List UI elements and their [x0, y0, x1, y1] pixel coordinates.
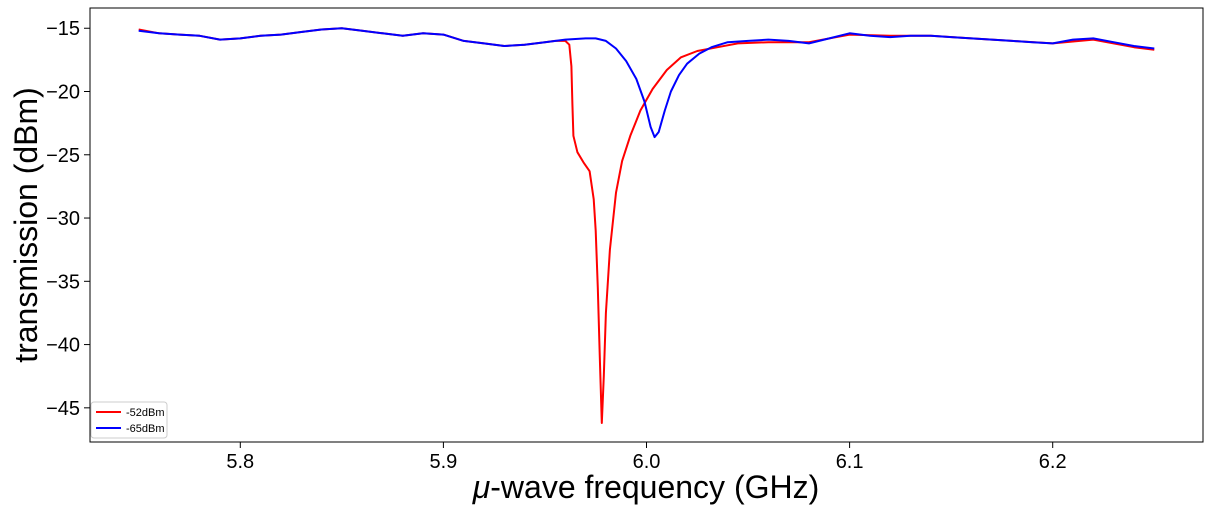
y-axis: −15 −20 −25 −30 −35 −40 −45 [46, 18, 90, 420]
x-axis-label-text: -wave frequency (GHz) [490, 469, 819, 505]
y-tick-label: −40 [46, 335, 80, 357]
x-tick-label: 6.2 [1039, 451, 1067, 473]
x-axis-label: μ-wave frequency (GHz) [472, 469, 820, 505]
y-tick-label: −20 [46, 82, 80, 104]
y-tick-label: −35 [46, 271, 80, 293]
y-tick-label: −15 [46, 18, 80, 40]
x-tick-label: 5.8 [226, 451, 254, 473]
y-axis-label: transmission (dBm) [8, 87, 44, 363]
y-tick-label: −45 [46, 398, 80, 420]
legend-label-65dbm: -65dBm [126, 423, 165, 435]
x-axis-label-mu: μ [472, 469, 491, 505]
plot-area [90, 8, 1203, 442]
y-tick-label: −30 [46, 208, 80, 230]
x-tick-label: 6.0 [633, 451, 661, 473]
x-axis: 5.8 5.9 6.0 6.1 6.2 [226, 442, 1067, 473]
x-tick-label: 5.9 [429, 451, 457, 473]
x-tick-label: 6.1 [836, 451, 864, 473]
series-line-65dbm [138, 27, 1155, 139]
series-layer [138, 27, 1155, 424]
legend-label-52dbm: -52dBm [126, 407, 165, 419]
legend: -52dBm -65dBm [90, 401, 168, 439]
y-tick-label: −25 [46, 145, 80, 167]
